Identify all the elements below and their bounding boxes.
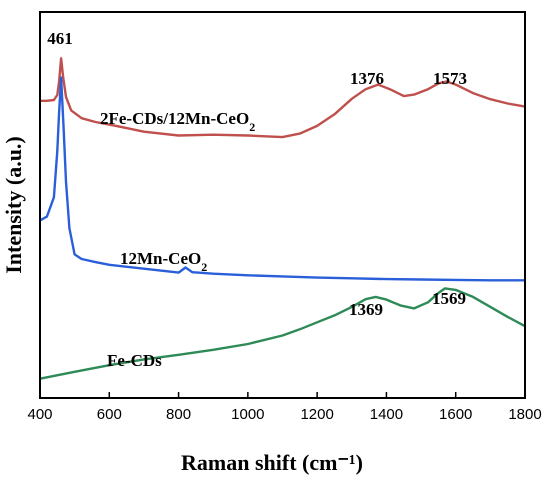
plot-frame	[39, 11, 526, 399]
series-line-2	[39, 287, 526, 380]
series-label-2fe-cds-12mn-ceo2-sub: 2	[249, 120, 255, 134]
x-tick-label-600: 600	[97, 406, 122, 423]
x-tick-label-1400: 1400	[370, 406, 403, 423]
series-line-1	[39, 76, 525, 282]
peak-label-1376: 1376	[350, 69, 384, 88]
peak-label-1573: 1573	[433, 69, 467, 88]
series-label-2fe-cds-12mn-ceo2-main: 2Fe-CDs/12Mn-CeO	[100, 109, 249, 128]
series-label-12mn-ceo2-sub: 2	[201, 260, 207, 274]
y-axis-title: Intensity (a.u.)	[1, 136, 26, 274]
x-tick-label-1600: 1600	[439, 406, 472, 423]
x-tick-label-1000: 1000	[231, 406, 264, 423]
x-tick-label-800: 800	[166, 406, 191, 423]
peak-label-1569: 1569	[432, 289, 466, 308]
series-line-0	[40, 57, 526, 139]
x-axis-ticks: 400 600 800 1000 1200 1400 1600 1800	[27, 392, 542, 423]
peak-label-1369: 1369	[349, 300, 383, 319]
peak-label-461: 461	[47, 29, 73, 48]
x-tick-label-400: 400	[27, 406, 52, 423]
series-label-2fe-cds-12mn-ceo2: 2Fe-CDs/12Mn-CeO2	[100, 109, 255, 134]
series-label-12mn-ceo2: 12Mn-CeO2	[120, 249, 207, 274]
x-tick-label-1200: 1200	[300, 406, 333, 423]
series-label-12mn-ceo2-main: 12Mn-CeO	[120, 249, 201, 268]
series-layer	[39, 57, 526, 380]
x-axis-title: Raman shift (cm⁻¹)	[181, 450, 363, 475]
x-tick-label-1800: 1800	[508, 406, 541, 423]
series-label-fe-cds: Fe-CDs	[107, 351, 162, 370]
